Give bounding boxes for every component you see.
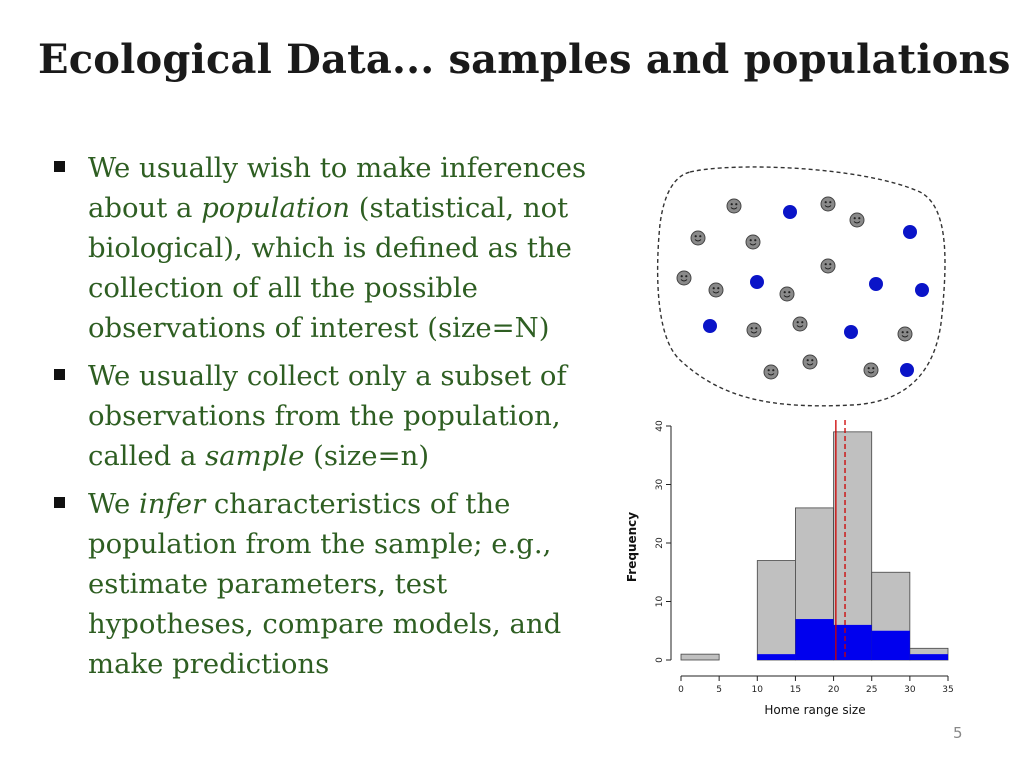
bullet-text: We usually wish to make inferences about… <box>88 152 587 224</box>
smiley-face-icon <box>792 316 808 332</box>
bullet-text: characteristics of the population from t… <box>88 488 562 680</box>
y-tick-label: 40 <box>655 420 665 432</box>
y-tick-label: 0 <box>655 657 665 663</box>
x-tick-label: 0 <box>678 685 684 695</box>
smiley-face-icon <box>802 354 818 370</box>
slide-title: Ecological Data... samples and populatio… <box>38 36 1011 83</box>
bullet-square-icon <box>54 497 65 508</box>
sampled-individual-icon <box>903 225 917 239</box>
bullet-text: (size=n) <box>304 440 430 472</box>
italic-term: infer <box>139 488 206 520</box>
smiley-face-icon <box>849 212 865 228</box>
y-tick-label: 20 <box>655 537 665 549</box>
sample-bar <box>833 624 872 660</box>
population-boundary <box>656 166 946 407</box>
italic-term: sample <box>205 440 305 472</box>
population-bar <box>680 653 720 661</box>
sample-bar <box>871 630 910 660</box>
population-bar <box>833 431 873 661</box>
smiley-face-icon <box>863 362 879 378</box>
smiley-face-icon <box>779 286 795 302</box>
sampled-individual-icon <box>869 277 883 291</box>
population-diagram <box>656 166 946 407</box>
x-tick-label: 35 <box>942 685 953 695</box>
bullet-text: (statistical, not biological), which is … <box>88 192 572 344</box>
sampled-individual-icon <box>703 319 717 333</box>
sample-bar <box>757 654 796 660</box>
y-tick-label: 10 <box>655 596 665 608</box>
smiley-face-icon <box>726 198 742 214</box>
bullet-item: We usually collect only a subset of obse… <box>52 356 612 476</box>
x-axis-label: Home range size <box>764 703 865 717</box>
smiley-face-icon <box>897 326 913 342</box>
sampled-individual-icon <box>900 363 914 377</box>
population-bar <box>756 560 796 661</box>
smiley-face-icon <box>745 234 761 250</box>
smiley-face-icon <box>690 230 706 246</box>
smiley-face-icon <box>820 258 836 274</box>
sampled-individual-icon <box>844 325 858 339</box>
x-tick-label: 30 <box>904 685 916 695</box>
y-axis-label: Frequency <box>625 512 639 582</box>
sampled-individual-icon <box>915 283 929 297</box>
bullet-list: We usually wish to make inferences about… <box>52 148 612 692</box>
smiley-face-icon <box>763 364 779 380</box>
sample-bar <box>795 619 834 660</box>
x-tick-label: 10 <box>752 685 764 695</box>
bullet-item: We infer characteristics of the populati… <box>52 484 612 684</box>
smiley-face-icon <box>746 322 762 338</box>
x-tick-label: 15 <box>790 685 801 695</box>
x-tick-label: 25 <box>866 685 877 695</box>
smiley-face-icon <box>708 282 724 298</box>
smiley-face-icon <box>820 196 836 212</box>
bullet-text: We <box>88 488 140 520</box>
sampled-individual-icon <box>783 205 797 219</box>
bullet-text: We usually collect only a subset of obse… <box>88 360 567 472</box>
sampled-individual-icon <box>750 275 764 289</box>
x-tick-label: 5 <box>716 685 722 695</box>
y-tick-label: 30 <box>655 479 665 491</box>
x-tick-label: 20 <box>828 685 840 695</box>
bullet-square-icon <box>54 369 65 380</box>
home-range-histogram: Frequency Home range size 0 5 10 15 20 25 30 35… <box>625 420 954 717</box>
sample-bar <box>909 654 948 660</box>
italic-term: population <box>201 192 350 224</box>
bullet-item: We usually wish to make inferences about… <box>52 148 612 348</box>
smiley-face-icon <box>676 270 692 286</box>
page-number: 5 <box>953 724 963 742</box>
bullet-square-icon <box>54 161 65 172</box>
